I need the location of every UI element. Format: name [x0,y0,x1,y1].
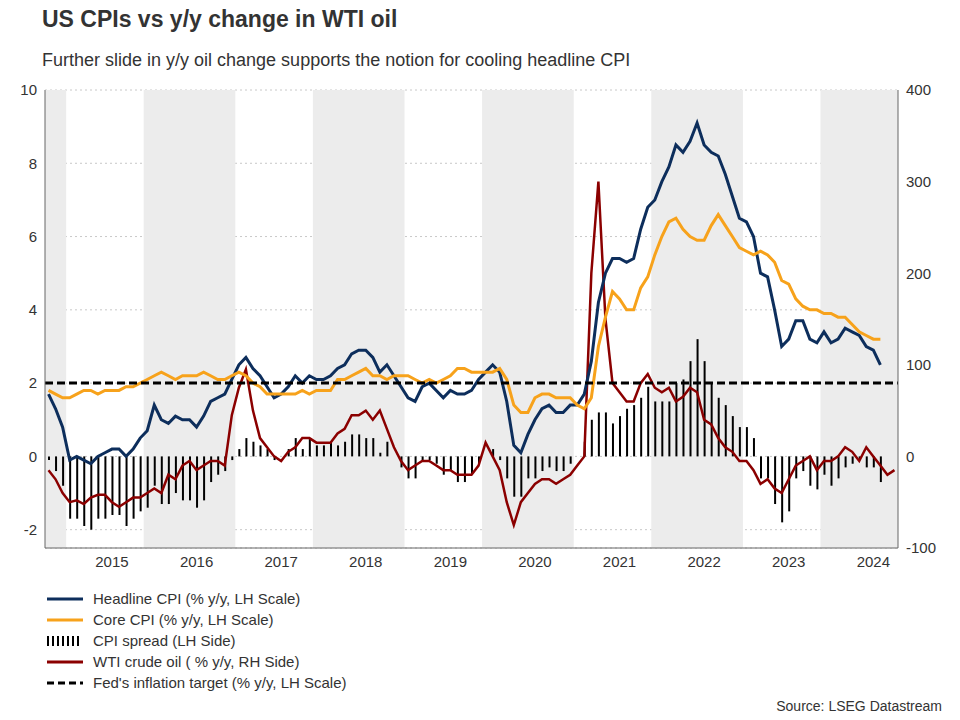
html-text:CPI spread (LH Side): CPI spread (LH Side) [93,632,236,649]
svg-text:200: 200 [906,265,931,282]
html-text:Headline CPI (% y/y, LH Scale): Headline CPI (% y/y, LH Scale) [93,590,301,607]
html-text:Further slide in y/y oil chang: Further slide in y/y oil change supports… [42,50,631,70]
svg-text:2018: 2018 [349,553,382,570]
html-text:US CPIs vs y/y change in WTI o: US CPIs vs y/y change in WTI oil [42,6,398,32]
svg-text:2023: 2023 [772,553,805,570]
html-text:Source: LSEG Datastream: Source: LSEG Datastream [776,698,942,714]
svg-text:10: 10 [20,81,37,98]
html-text:WTI crude oil ( % y/y, RH Side: WTI crude oil ( % y/y, RH Side) [93,653,300,670]
svg-text:-2: -2 [24,521,37,538]
svg-text:0: 0 [29,448,37,465]
svg-text:2: 2 [29,374,37,391]
svg-text:4: 4 [29,301,37,318]
svg-text:6: 6 [29,228,37,245]
svg-text:2022: 2022 [687,553,720,570]
svg-text:2021: 2021 [603,553,636,570]
svg-text:300: 300 [906,173,931,190]
svg-text:2015: 2015 [95,553,128,570]
html-text:Fed's inflation target (% y/y,: Fed's inflation target (% y/y, LH Scale) [93,674,347,691]
svg-text:-100: -100 [906,539,936,556]
svg-text:2017: 2017 [264,553,297,570]
svg-text:2020: 2020 [518,553,551,570]
svg-text:8: 8 [29,155,37,172]
svg-text:2019: 2019 [434,553,467,570]
svg-text:2024: 2024 [857,553,890,570]
svg-text:2016: 2016 [180,553,213,570]
svg-text:100: 100 [906,356,931,373]
svg-text:0: 0 [906,448,914,465]
html-text:Core CPI (% y/y, LH Scale): Core CPI (% y/y, LH Scale) [93,611,274,628]
svg-text:400: 400 [906,81,931,98]
